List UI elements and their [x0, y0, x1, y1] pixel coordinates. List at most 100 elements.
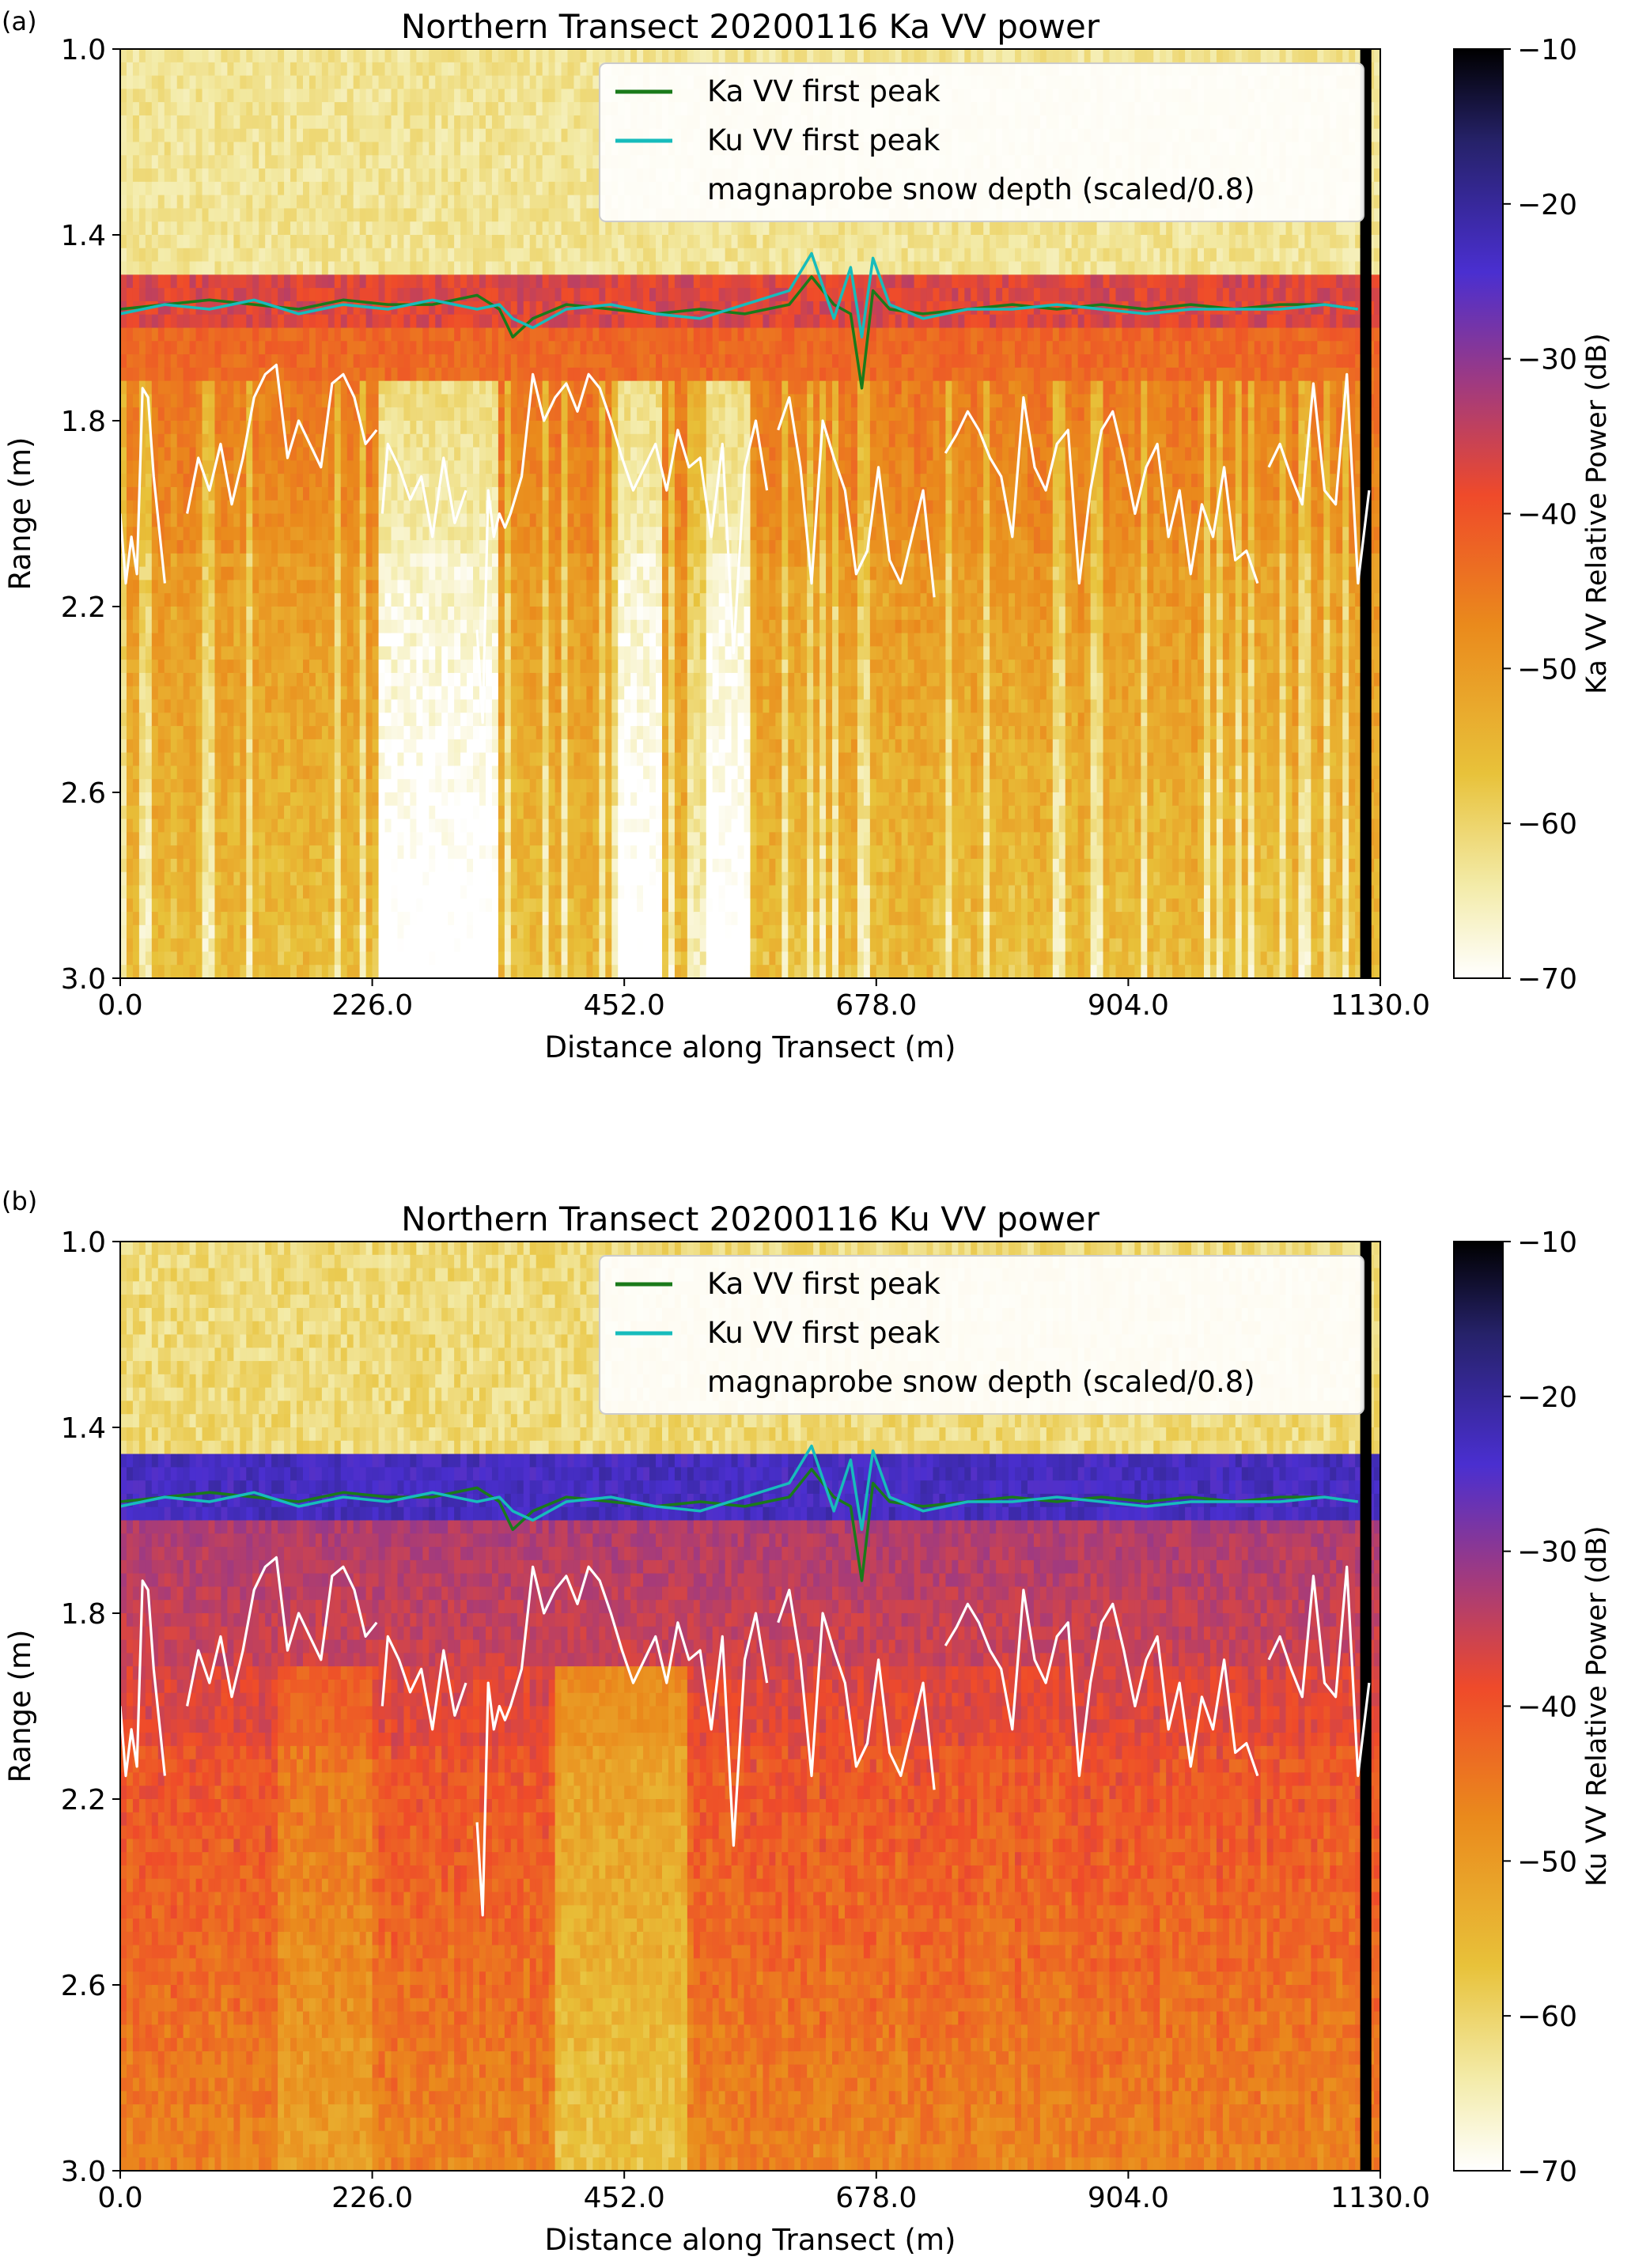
heatmap-cell	[562, 394, 569, 407]
heatmap-cell	[498, 739, 505, 753]
heatmap-cell	[284, 951, 291, 965]
heatmap-cell	[422, 700, 430, 713]
heatmap-cell	[347, 487, 354, 501]
heatmap-cell	[524, 779, 531, 792]
heatmap-cell	[127, 221, 134, 235]
heatmap-cell	[120, 142, 127, 156]
heatmap-cell	[271, 448, 278, 461]
heatmap-cell	[397, 925, 404, 939]
heatmap-cell	[403, 845, 411, 859]
heatmap-cell	[328, 49, 335, 62]
heatmap-cell	[165, 195, 172, 209]
heatmap-cell	[354, 898, 361, 912]
heatmap-cell	[139, 859, 146, 872]
heatmap-cell	[233, 62, 240, 76]
heatmap-cell	[341, 208, 348, 221]
heatmap-cell	[397, 434, 404, 448]
heatmap-cell	[265, 965, 272, 978]
heatmap-cell	[397, 753, 404, 766]
heatmap-cell	[410, 434, 417, 448]
heatmap-cell	[479, 819, 486, 833]
heatmap-cell	[221, 686, 228, 700]
heatmap-cell	[221, 102, 228, 115]
heatmap-cell	[171, 765, 178, 779]
heatmap-cell	[379, 660, 386, 673]
heatmap-cell	[379, 912, 386, 925]
heatmap-cell	[271, 939, 278, 952]
heatmap-cell	[505, 739, 512, 753]
heatmap-cell	[177, 925, 184, 939]
heatmap-cell	[328, 580, 335, 593]
heatmap-cell	[392, 76, 399, 89]
heatmap-cell	[416, 886, 423, 899]
heatmap-cell	[360, 965, 367, 978]
heatmap-cell	[460, 89, 467, 102]
heatmap-cell	[152, 76, 159, 89]
heatmap-cell	[379, 115, 386, 129]
heatmap-cell	[328, 368, 335, 381]
heatmap-cell	[373, 274, 380, 288]
heatmap-cell	[486, 859, 493, 872]
heatmap-cell	[227, 633, 234, 647]
heatmap-cell	[265, 673, 272, 686]
heatmap-cell	[165, 328, 172, 342]
heatmap-cell	[524, 76, 531, 89]
heatmap-cell	[322, 859, 329, 872]
heatmap-cell	[184, 368, 191, 381]
heatmap-cell	[202, 76, 210, 89]
heatmap-cell	[259, 779, 266, 792]
heatmap-cell	[467, 673, 474, 686]
heatmap-cell	[297, 686, 304, 700]
heatmap-cell	[492, 951, 499, 965]
heatmap-cell	[422, 89, 430, 102]
heatmap-cell	[240, 939, 247, 952]
heatmap-cell	[214, 274, 221, 288]
heatmap-cell	[373, 182, 380, 195]
heatmap-cell	[246, 700, 253, 713]
heatmap-cell	[209, 514, 216, 527]
heatmap-cell	[416, 89, 423, 102]
heatmap-cell	[265, 208, 272, 221]
heatmap-cell	[316, 328, 323, 342]
heatmap-cell	[498, 713, 505, 726]
heatmap-cell	[202, 832, 210, 845]
heatmap-cell	[360, 182, 367, 195]
heatmap-cell	[259, 168, 266, 182]
heatmap-cell	[246, 262, 253, 275]
heatmap-cell	[341, 407, 348, 421]
heatmap-cell	[422, 620, 430, 633]
heatmap-cell	[505, 806, 512, 819]
heatmap-cell	[303, 368, 310, 381]
heatmap-cell	[322, 700, 329, 713]
heatmap-cell	[297, 514, 304, 527]
heatmap-cell	[171, 142, 178, 156]
heatmap-cell	[448, 567, 455, 580]
heatmap-cell	[221, 487, 228, 501]
heatmap-cell	[467, 182, 474, 195]
heatmap-cell	[246, 939, 253, 952]
heatmap-cell	[309, 567, 316, 580]
heatmap-cell	[347, 182, 354, 195]
heatmap-cell	[196, 939, 203, 952]
heatmap-cell	[190, 965, 197, 978]
heatmap-cell	[233, 646, 240, 660]
heatmap-cell	[498, 102, 505, 115]
heatmap-cell	[158, 248, 165, 262]
heatmap-cell	[165, 739, 172, 753]
heatmap-cell	[158, 620, 165, 633]
heatmap-cell	[171, 168, 178, 182]
heatmap-cell	[517, 155, 524, 168]
heatmap-cell	[366, 939, 373, 952]
heatmap-cell	[146, 713, 153, 726]
heatmap-cell	[278, 328, 285, 342]
heatmap-cell	[184, 765, 191, 779]
heatmap-cell	[146, 726, 153, 739]
heatmap-cell	[171, 580, 178, 593]
heatmap-cell	[240, 951, 247, 965]
heatmap-cell	[422, 527, 430, 540]
heatmap-cell	[177, 89, 184, 102]
heatmap-cell	[335, 315, 342, 328]
heatmap-cell	[278, 886, 285, 899]
heatmap-cell	[373, 806, 380, 819]
heatmap-cell	[410, 765, 417, 779]
